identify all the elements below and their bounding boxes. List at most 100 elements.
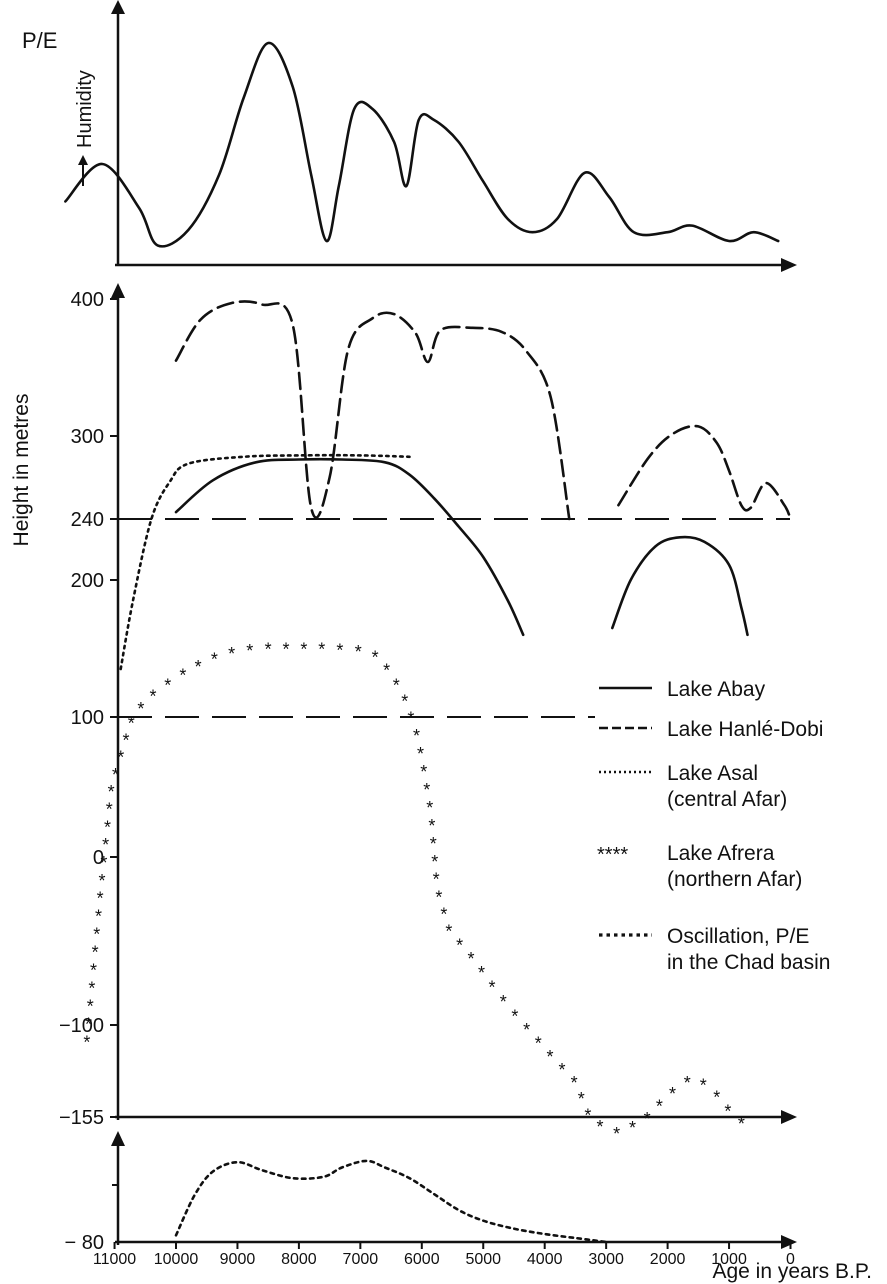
afrera-marker: * (535, 1034, 542, 1054)
y-tick-label: 200 (71, 570, 104, 592)
afrera-marker: * (596, 1117, 603, 1137)
afrera-marker: * (738, 1114, 745, 1134)
afrera-marker: * (407, 709, 414, 729)
afrera-marker: * (383, 660, 390, 680)
panel2-y-label: Height in metres (10, 394, 33, 547)
panel3-y-arrowhead (111, 1131, 125, 1146)
panel2-y-arrowhead (111, 283, 125, 298)
afrera-marker: * (445, 922, 452, 942)
panel1-x-arrowhead (781, 258, 797, 272)
afrera-marker: * (500, 992, 507, 1012)
afrera-marker: * (265, 640, 272, 660)
afrera-marker: * (629, 1118, 636, 1138)
panel3-series (174, 1159, 608, 1244)
humidity-label: Humidity (74, 70, 96, 148)
afrera-marker: * (100, 853, 107, 873)
afrera-marker: * (283, 640, 290, 660)
panel1-y-label: P/E (22, 28, 57, 53)
legend-item: **** Lake Afrera (northern Afar) (597, 842, 802, 891)
panel-lake-levels: Height in metres 400 300 240 200 100 0 −100 −15… (10, 283, 830, 1144)
afrera-marker: * (523, 1020, 530, 1040)
legend-swatch: **** (597, 844, 628, 866)
afrera-marker: * (90, 961, 97, 981)
series-0-line (174, 457, 525, 637)
afrera-marker: * (423, 780, 430, 800)
series-0 (174, 457, 749, 637)
afrera-marker: * (99, 871, 106, 891)
afrera-marker: * (489, 978, 496, 998)
legend-item: Lake Asal (central Afar) (599, 762, 787, 811)
panel2-y-ticks: 400 300 240 200 100 0 −100 −155 (59, 289, 118, 1129)
y-tick-label: − 80 (65, 1232, 104, 1254)
legend: Lake Abay Lake Hanlé-Dobi Lake Asal (centra… (597, 678, 830, 974)
panel3-x-arrowhead (781, 1235, 797, 1249)
afrera-marker: * (102, 835, 109, 855)
afrera-marker: * (613, 1124, 620, 1144)
afrera-marker: * (106, 800, 113, 820)
afrera-marker: * (95, 906, 102, 926)
y-tick-label: 240 (71, 509, 104, 531)
afrera-marker: * (401, 691, 408, 711)
afrera-marker: * (300, 640, 307, 660)
afrera-marker: * (246, 641, 253, 661)
x-axis-label: Age in years B.P. (712, 1260, 872, 1283)
afrera-marker: * (336, 640, 343, 660)
afrera-marker: * (713, 1087, 720, 1107)
afrera-marker: * (87, 997, 94, 1017)
afrera-marker: * (440, 905, 447, 925)
afrera-marker: * (137, 699, 144, 719)
afrera-marker: * (393, 675, 400, 695)
afrera-marker: * (85, 1015, 92, 1035)
legend-item: Lake Abay (599, 678, 766, 701)
series-1 (174, 300, 792, 521)
afrera-marker: * (467, 949, 474, 969)
x-tick-label: 4000 (527, 1251, 563, 1268)
afrera-marker: * (435, 887, 442, 907)
afrera-marker: * (128, 714, 135, 734)
legend-label: (northern Afar) (667, 868, 802, 891)
x-tick-label: 6000 (404, 1251, 440, 1268)
afrera-marker: * (426, 798, 433, 818)
x-tick-label: 7000 (343, 1251, 379, 1268)
afrera-marker: * (417, 744, 424, 764)
series-1-line (174, 300, 571, 521)
pe-humidity-curve (64, 41, 780, 248)
afrera-marker: * (83, 1033, 90, 1053)
series-1-line (617, 424, 792, 521)
y-tick-label: 400 (71, 289, 104, 311)
afrera-marker: * (547, 1047, 554, 1067)
afrera-marker: * (433, 870, 440, 890)
series-0-line (611, 535, 749, 637)
legend-label: Lake Hanlé-Dobi (667, 718, 823, 741)
afrera-marker: * (88, 979, 95, 999)
afrera-marker: * (724, 1101, 731, 1121)
series-2-line (119, 453, 411, 671)
afrera-marker: * (112, 765, 119, 785)
afrera-marker: * (431, 852, 438, 872)
y-tick-label: 300 (71, 426, 104, 448)
afrera-marker: * (318, 640, 325, 660)
afrera-marker: * (700, 1076, 707, 1096)
afrera-marker: * (150, 686, 157, 706)
x-tick-label: 5000 (465, 1251, 501, 1268)
panel1-y-arrowhead (111, 0, 125, 14)
legend-label: Lake Afrera (667, 842, 775, 865)
afrera-marker: * (420, 762, 427, 782)
afrera-marker: * (97, 889, 104, 909)
afrera-marker: * (669, 1084, 676, 1104)
y-tick-label: −100 (59, 1015, 104, 1037)
x-tick-label: 8000 (281, 1251, 317, 1268)
afrera-marker: * (117, 748, 124, 768)
y-tick-label: 100 (71, 707, 104, 729)
x-tick-label: 0 (786, 1251, 795, 1268)
series-3: ********************** * * * * * * * * * * * *******… (83, 640, 744, 1144)
legend-label: in the Chad basin (667, 951, 830, 974)
afrera-marker: * (228, 644, 235, 664)
afrera-marker: * (571, 1073, 578, 1093)
legend-label: Oscillation, P/E (667, 925, 809, 948)
afrera-marker: * (511, 1006, 518, 1026)
legend-label: Lake Asal (667, 762, 758, 785)
legend-item: Lake Hanlé-Dobi (599, 718, 823, 741)
